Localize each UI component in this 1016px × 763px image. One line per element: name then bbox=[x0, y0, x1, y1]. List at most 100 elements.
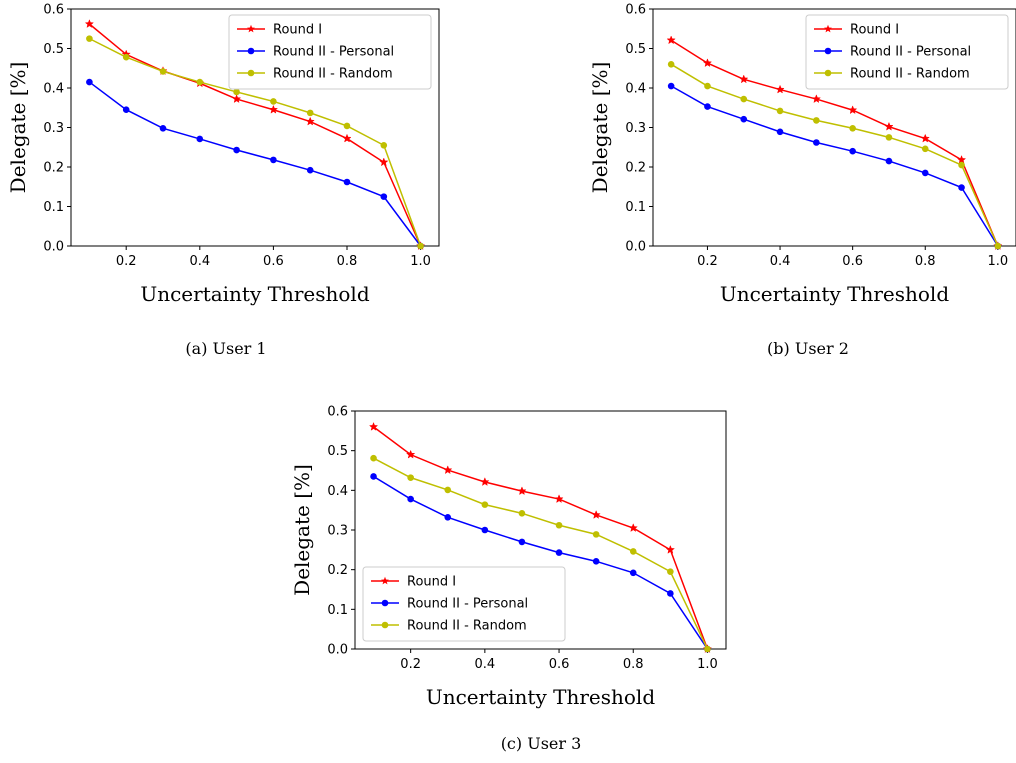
data-point bbox=[159, 124, 167, 132]
x-axis-label: Uncertainty Threshold bbox=[140, 282, 369, 306]
data-point bbox=[921, 145, 929, 153]
legend-item: Round II - Random bbox=[371, 619, 527, 634]
series-3 bbox=[667, 61, 1002, 250]
data-point bbox=[776, 128, 784, 136]
y-tick-label: 0.2 bbox=[625, 161, 646, 176]
data-point bbox=[306, 109, 314, 117]
series-line bbox=[670, 63, 999, 247]
series-line bbox=[670, 39, 999, 247]
legend-marker bbox=[381, 599, 389, 607]
x-tick-label: 0.2 bbox=[400, 657, 421, 672]
y-tick-label: 0.6 bbox=[327, 405, 348, 420]
y-tick-label: 0.5 bbox=[327, 444, 348, 459]
series-line bbox=[373, 475, 709, 650]
y-tick-label: 0.0 bbox=[327, 643, 348, 658]
chart-2: 0.0 0.1 0.2 0.3 0.4 0.5 0.6 0.2 0.4 0.6 0.8 1.0 Unce… bbox=[588, 3, 1016, 358]
data-point bbox=[517, 486, 527, 496]
series-1 bbox=[666, 35, 1003, 250]
y-tick-label: 0.3 bbox=[43, 121, 64, 136]
x-tick-label: 0.6 bbox=[842, 254, 863, 269]
y-tick-label: 0.6 bbox=[43, 3, 64, 18]
legend-label: Round I bbox=[407, 575, 456, 590]
series-3 bbox=[370, 454, 711, 653]
data-point bbox=[407, 474, 414, 481]
data-point bbox=[481, 526, 489, 534]
x-tick-label: 0.8 bbox=[337, 254, 358, 269]
data-point bbox=[405, 449, 416, 459]
data-point bbox=[84, 19, 95, 28]
data-point bbox=[233, 88, 240, 96]
data-point bbox=[629, 569, 637, 577]
y-tick-label: 0.3 bbox=[327, 524, 348, 539]
series-line bbox=[373, 426, 709, 650]
legend-box bbox=[805, 14, 1009, 90]
data-point bbox=[481, 501, 489, 508]
legend-item: Round II - Personal bbox=[814, 45, 971, 60]
legend: Round I Round II - Personal Round II - Ran… bbox=[362, 566, 566, 642]
data-point bbox=[196, 78, 204, 86]
data-point bbox=[480, 477, 490, 486]
data-point bbox=[233, 146, 240, 154]
data-point bbox=[813, 117, 820, 124]
y-tick-label: 0.2 bbox=[43, 161, 64, 176]
y-tick-label: 0.4 bbox=[625, 82, 646, 97]
x-axis-label: Uncertainty Threshold bbox=[720, 282, 949, 306]
data-point bbox=[343, 178, 351, 186]
legend-label: Round II - Random bbox=[850, 67, 970, 82]
data-point bbox=[848, 105, 858, 115]
x-tick-label: 0.6 bbox=[549, 657, 570, 672]
chart-3: 0.0 0.1 0.2 0.3 0.4 0.5 0.6 0.2 0.4 0.6 0.8 1.0 Unce… bbox=[290, 405, 727, 753]
data-point bbox=[443, 465, 453, 475]
x-tick-label: 0.4 bbox=[189, 254, 210, 269]
data-point bbox=[628, 523, 638, 532]
chart-caption: (a) User 1 bbox=[185, 339, 266, 358]
legend-marker bbox=[381, 576, 389, 585]
data-point bbox=[417, 242, 424, 250]
legend-marker bbox=[247, 47, 255, 55]
legend-item: Round II - Personal bbox=[237, 45, 394, 60]
data-point bbox=[666, 35, 676, 45]
series-line bbox=[373, 457, 709, 650]
y-tick-label: 0.5 bbox=[625, 42, 646, 57]
data-point bbox=[518, 538, 526, 546]
x-tick-label: 0.4 bbox=[475, 657, 496, 672]
series-line bbox=[89, 37, 422, 247]
y-axis-label: Delegate [%] bbox=[290, 464, 314, 596]
legend-marker bbox=[247, 24, 255, 33]
data-point bbox=[306, 166, 314, 174]
y-tick-label: 0.4 bbox=[327, 484, 348, 499]
y-tick-label: 0.2 bbox=[327, 563, 348, 578]
x-tick-label: 0.2 bbox=[697, 254, 718, 269]
data-point bbox=[994, 242, 1002, 250]
data-point bbox=[702, 58, 713, 68]
data-point bbox=[884, 121, 894, 131]
data-point bbox=[270, 156, 277, 164]
data-point bbox=[849, 147, 856, 155]
data-point bbox=[667, 61, 675, 68]
data-point bbox=[305, 116, 315, 126]
data-point bbox=[370, 473, 377, 480]
data-point bbox=[849, 124, 856, 132]
legend-box bbox=[228, 14, 432, 90]
legend-item: Round II - Random bbox=[237, 67, 393, 82]
chart-caption: (c) User 3 bbox=[501, 734, 582, 753]
data-point bbox=[704, 645, 711, 653]
data-point bbox=[704, 103, 711, 110]
data-point bbox=[86, 78, 93, 86]
data-point bbox=[813, 139, 820, 146]
x-tick-label: 0.2 bbox=[116, 254, 137, 269]
x-tick-label: 0.4 bbox=[770, 254, 791, 269]
series-line bbox=[670, 85, 999, 247]
chart-caption: (b) User 2 bbox=[767, 339, 849, 358]
legend-label: Round II - Personal bbox=[407, 597, 528, 612]
data-point bbox=[122, 106, 130, 114]
data-point bbox=[704, 82, 711, 90]
legend-label: Round I bbox=[850, 23, 899, 38]
data-point bbox=[667, 82, 675, 90]
y-tick-label: 0.6 bbox=[625, 3, 646, 18]
data-point bbox=[665, 544, 676, 554]
legend-label: Round I bbox=[273, 23, 322, 38]
x-tick-label: 0.8 bbox=[623, 657, 644, 672]
data-point bbox=[518, 510, 526, 517]
data-point bbox=[885, 134, 893, 141]
